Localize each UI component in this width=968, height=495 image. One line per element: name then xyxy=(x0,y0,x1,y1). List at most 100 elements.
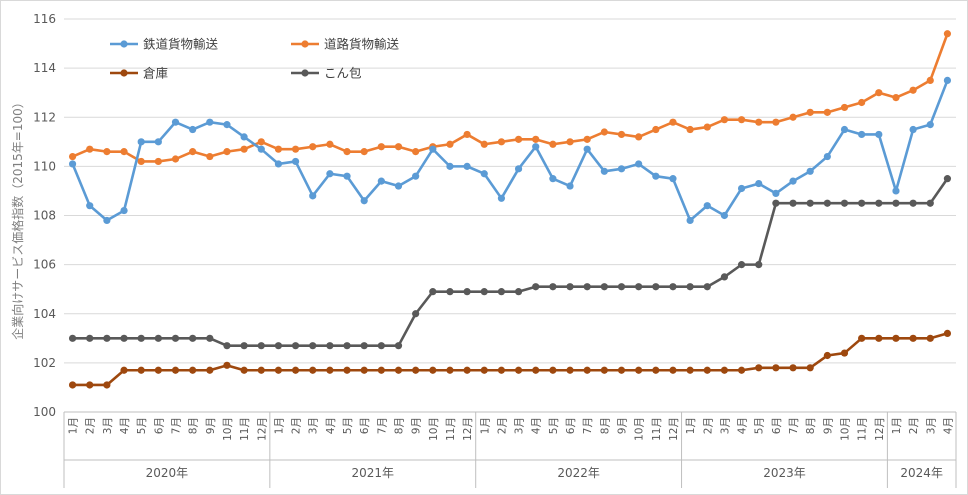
data-point xyxy=(600,128,608,136)
data-point xyxy=(120,366,128,374)
data-point xyxy=(583,366,591,374)
data-point xyxy=(737,116,746,124)
x-month-label: 11月 xyxy=(239,417,251,441)
data-point xyxy=(154,157,162,166)
y-axis-ticks: 100 102 104 106 108 110 112 114 116 xyxy=(33,12,56,419)
data-point xyxy=(343,148,351,156)
x-month-label: 9月 xyxy=(205,417,217,434)
x-month-label: 7月 xyxy=(171,417,183,434)
data-point xyxy=(274,366,283,374)
data-point xyxy=(377,342,385,350)
y-axis-label: 企業向けサービス価格指数（2015年=100） xyxy=(10,96,25,340)
x-month-label: 4月 xyxy=(942,417,954,434)
data-point xyxy=(532,366,540,374)
data-point xyxy=(720,366,729,374)
data-point xyxy=(446,140,454,148)
data-point xyxy=(514,366,523,374)
data-point xyxy=(480,170,488,178)
data-point xyxy=(343,366,351,374)
data-point xyxy=(600,167,608,175)
x-month-label: 5月 xyxy=(136,417,148,434)
data-point xyxy=(617,130,626,139)
data-point xyxy=(463,162,471,170)
data-point xyxy=(686,283,694,291)
data-point xyxy=(755,118,763,126)
x-month-label: 10月 xyxy=(634,417,646,441)
x-month-label: 6月 xyxy=(153,417,165,434)
data-point xyxy=(137,366,145,374)
data-point xyxy=(652,283,660,291)
x-month-label: 5月 xyxy=(342,417,354,434)
data-point xyxy=(703,123,711,131)
data-point xyxy=(892,334,900,342)
data-point xyxy=(737,366,746,374)
data-point xyxy=(669,283,677,291)
data-point xyxy=(617,366,626,374)
x-month-label: 1月 xyxy=(685,417,697,434)
data-point xyxy=(875,130,883,139)
x-month-label: 7月 xyxy=(788,417,800,434)
series xyxy=(68,30,952,166)
data-point xyxy=(326,366,334,374)
legend-label: 鉄道貨物輸送 xyxy=(143,37,219,52)
data-point xyxy=(240,145,248,153)
data-point xyxy=(86,334,94,342)
data-point xyxy=(703,202,711,210)
series-line xyxy=(71,79,949,222)
data-point xyxy=(463,288,471,296)
data-point xyxy=(926,334,934,342)
data-point xyxy=(309,143,317,151)
data-point xyxy=(909,334,917,342)
data-point xyxy=(737,184,746,193)
x-month-label: 12月 xyxy=(874,417,886,441)
data-point xyxy=(412,310,420,318)
series xyxy=(68,76,952,225)
data-point xyxy=(789,199,797,207)
data-point xyxy=(514,165,523,173)
data-point xyxy=(943,76,952,85)
data-point xyxy=(103,216,111,225)
data-point xyxy=(549,283,557,291)
data-point xyxy=(171,118,180,126)
x-month-label: 11月 xyxy=(857,417,869,441)
data-point xyxy=(772,364,780,372)
data-point xyxy=(549,140,557,148)
data-point xyxy=(943,329,952,337)
data-point xyxy=(120,148,128,156)
x-month-label: 8月 xyxy=(805,417,817,434)
data-point xyxy=(429,288,437,296)
x-month-label: 8月 xyxy=(188,417,200,434)
x-month-label: 3月 xyxy=(514,417,526,434)
data-point xyxy=(875,89,883,97)
data-point xyxy=(377,366,385,374)
data-point xyxy=(68,160,77,168)
data-point xyxy=(909,86,917,94)
data-point xyxy=(583,135,591,143)
legend-swatch-marker xyxy=(301,69,309,77)
data-point xyxy=(892,199,900,207)
data-point xyxy=(429,366,437,374)
data-point xyxy=(412,172,420,180)
data-point xyxy=(189,148,197,156)
x-month-label: 8月 xyxy=(394,417,406,434)
data-point xyxy=(412,148,420,156)
data-point xyxy=(497,138,506,146)
data-point xyxy=(137,138,145,146)
data-point xyxy=(257,145,265,153)
y-tick-label: 110 xyxy=(33,159,56,173)
data-point xyxy=(68,381,77,389)
data-point xyxy=(394,342,403,350)
x-month-label: 2月 xyxy=(496,417,508,434)
x-month-label: 1月 xyxy=(479,417,491,434)
data-point xyxy=(480,140,488,148)
x-month-label: 2月 xyxy=(291,417,303,434)
data-point xyxy=(669,118,677,126)
data-point xyxy=(103,334,111,342)
x-month-label: 3月 xyxy=(102,417,114,434)
data-point xyxy=(566,283,574,291)
data-point xyxy=(154,138,162,146)
x-month-label: 9月 xyxy=(617,417,629,434)
data-point xyxy=(532,135,540,143)
data-point xyxy=(926,76,934,85)
